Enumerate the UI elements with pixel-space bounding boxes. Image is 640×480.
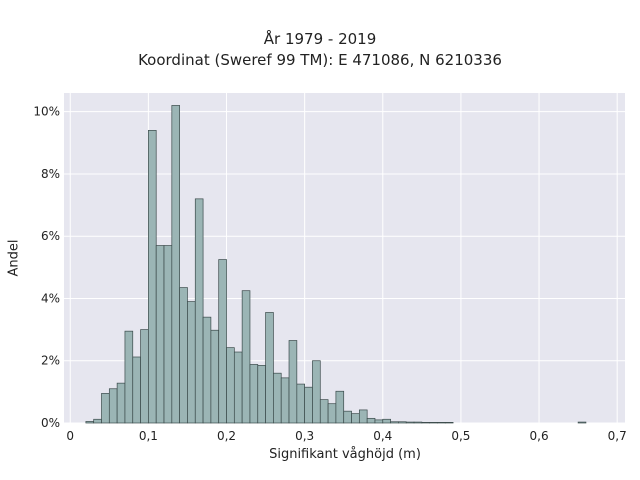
histogram-bar <box>374 419 384 424</box>
histogram-bar <box>398 421 407 424</box>
histogram-bar <box>210 329 220 424</box>
x-tick-label: 0,4 <box>373 429 392 443</box>
x-tick-label: 0,2 <box>217 429 236 443</box>
histogram-bar <box>241 290 251 424</box>
histogram-bar <box>405 421 415 424</box>
histogram-bar <box>429 422 438 424</box>
histogram-bar <box>171 105 180 424</box>
histogram-bar <box>108 388 118 424</box>
x-tick-label: 0,1 <box>139 429 158 443</box>
histogram-bar <box>335 390 345 424</box>
histogram-bar <box>304 386 313 424</box>
histogram-bar <box>93 418 102 424</box>
histogram-bar <box>444 422 454 424</box>
histogram-bar <box>233 351 243 424</box>
histogram-bar <box>265 312 274 424</box>
y-tick-label: 10% <box>33 105 60 119</box>
histogram-bar <box>148 130 157 424</box>
y-tick-label: 0% <box>41 416 60 430</box>
histogram-bar <box>187 301 196 424</box>
histogram-bar <box>437 422 446 424</box>
histogram-bar <box>577 421 587 424</box>
histogram-bar <box>312 360 321 424</box>
histogram-bar <box>257 365 266 424</box>
histogram-bar <box>140 329 149 424</box>
y-axis-label: Andel <box>6 239 22 277</box>
histogram-bar <box>179 287 188 424</box>
histogram-bar <box>327 403 337 424</box>
histogram-bar <box>421 422 431 424</box>
y-tick-label: 6% <box>41 229 60 243</box>
histogram-bar <box>343 410 352 424</box>
histogram-bar <box>163 245 173 424</box>
histogram-bar <box>132 356 141 424</box>
histogram-bar <box>202 316 212 424</box>
y-tick-label: 2% <box>41 354 60 368</box>
histogram-bar <box>366 417 376 424</box>
histogram-bar <box>85 421 95 424</box>
histogram-bar <box>273 372 282 424</box>
chart-title-line-1: År 1979 - 2019 <box>263 30 377 48</box>
y-tick-label: 8% <box>41 167 60 181</box>
histogram-bar <box>382 418 391 424</box>
histogram-bar <box>155 245 165 424</box>
chart-title-line-2: Koordinat (Sweref 99 TM): E 471086, N 62… <box>138 51 502 69</box>
histogram-bar <box>124 330 134 424</box>
y-tick-label: 4% <box>41 291 60 305</box>
histogram-bar <box>101 393 110 424</box>
histogram-bar <box>351 413 360 424</box>
x-tick-label: 0 <box>66 429 74 443</box>
histogram-bar <box>249 364 259 424</box>
histogram-bar <box>358 409 368 424</box>
histogram-bar <box>390 421 399 424</box>
x-tick-label: 0,3 <box>295 429 314 443</box>
x-axis-label: Signifikant våghöjd (m) <box>269 447 421 462</box>
histogram-bar <box>296 383 306 424</box>
histogram-bar <box>288 340 298 424</box>
histogram-bar <box>116 382 126 424</box>
histogram-bar <box>226 347 235 424</box>
histogram-bar <box>413 421 423 424</box>
x-tick-label: 0,6 <box>530 429 549 443</box>
histogram-bar <box>319 399 329 424</box>
x-tick-label: 0,7 <box>608 429 627 443</box>
histogram-bar <box>280 377 290 424</box>
histogram-bar <box>218 259 227 424</box>
x-tick-label: 0,5 <box>451 429 470 443</box>
histogram-bar <box>194 198 204 424</box>
